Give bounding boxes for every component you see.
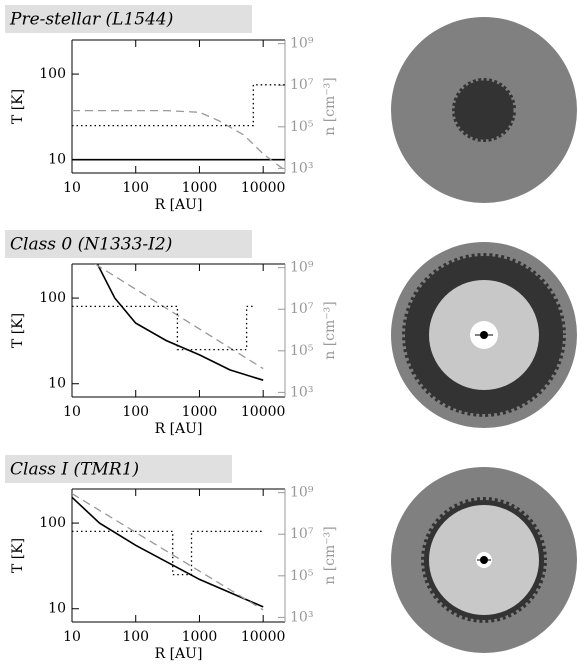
chart-title: Class 0 (N1333-I2) [10, 235, 172, 255]
y2-tick-label: 10³ [290, 609, 313, 625]
y-tick-label: 10 [48, 376, 66, 392]
x-tick-label: 1000 [182, 629, 218, 645]
y2-tick-label: 10⁹ [290, 260, 314, 276]
series-line [72, 306, 255, 349]
x-tick-label: 10 [63, 180, 81, 196]
y2-tick-label: 10⁵ [290, 568, 314, 584]
x-tick-label: 10000 [241, 180, 286, 196]
x-tick-label: 10 [63, 404, 81, 420]
y-tick-label: 10 [48, 601, 66, 617]
x-tick-label: 100 [122, 180, 149, 196]
disc-class1 [391, 467, 577, 653]
y2-tick-label: 10⁷ [290, 526, 314, 542]
y-tick-label: 10 [48, 152, 66, 168]
series-line [72, 494, 263, 610]
y2-axis-label: n [cm⁻³] [322, 301, 338, 360]
series-line [72, 85, 285, 126]
figure: Pre-stellar (L1544) 10 100 1000 10000 10 100 10… [0, 0, 577, 672]
y2-tick-label: 10³ [290, 384, 313, 400]
y-tick-label: 100 [39, 66, 66, 82]
series-line [72, 497, 263, 607]
disc-class0 [391, 242, 577, 428]
series-line [72, 111, 285, 171]
series-line [95, 264, 263, 369]
y2-tick-label: 10⁹ [290, 485, 314, 501]
x-tick-label: 10 [63, 629, 81, 645]
disc-prestellar [391, 17, 577, 203]
x-tick-label: 100 [122, 404, 149, 420]
y2-tick-label: 10³ [290, 160, 313, 176]
x-tick-label: 100 [122, 629, 149, 645]
y2-tick-label: 10⁵ [290, 343, 314, 359]
chart-title: Pre-stellar (L1544) [9, 10, 173, 30]
y2-tick-label: 10⁹ [290, 36, 314, 52]
y-axis-label: T [K] [10, 538, 26, 573]
x-axis-label: R [AU] [155, 646, 203, 662]
x-tick-label: 1000 [182, 404, 218, 420]
y2-tick-label: 10⁷ [290, 301, 314, 317]
y2-tick-label: 10⁵ [290, 119, 314, 135]
series-line [72, 531, 263, 574]
y-tick-label: 100 [39, 515, 66, 531]
x-axis-label: R [AU] [155, 197, 203, 213]
y-axis-label: T [K] [10, 89, 26, 124]
y-axis-label: T [K] [10, 313, 26, 348]
x-axis-label: R [AU] [155, 421, 203, 437]
chart-title: Class I (TMR1) [10, 460, 139, 480]
x-tick-label: 10000 [241, 404, 286, 420]
y2-axis-label: n [cm⁻³] [322, 77, 338, 136]
y-tick-label: 100 [39, 290, 66, 306]
x-tick-label: 1000 [182, 180, 218, 196]
y2-tick-label: 10⁷ [290, 77, 314, 93]
y2-axis-label: n [cm⁻³] [322, 526, 338, 585]
x-tick-label: 10000 [241, 629, 286, 645]
